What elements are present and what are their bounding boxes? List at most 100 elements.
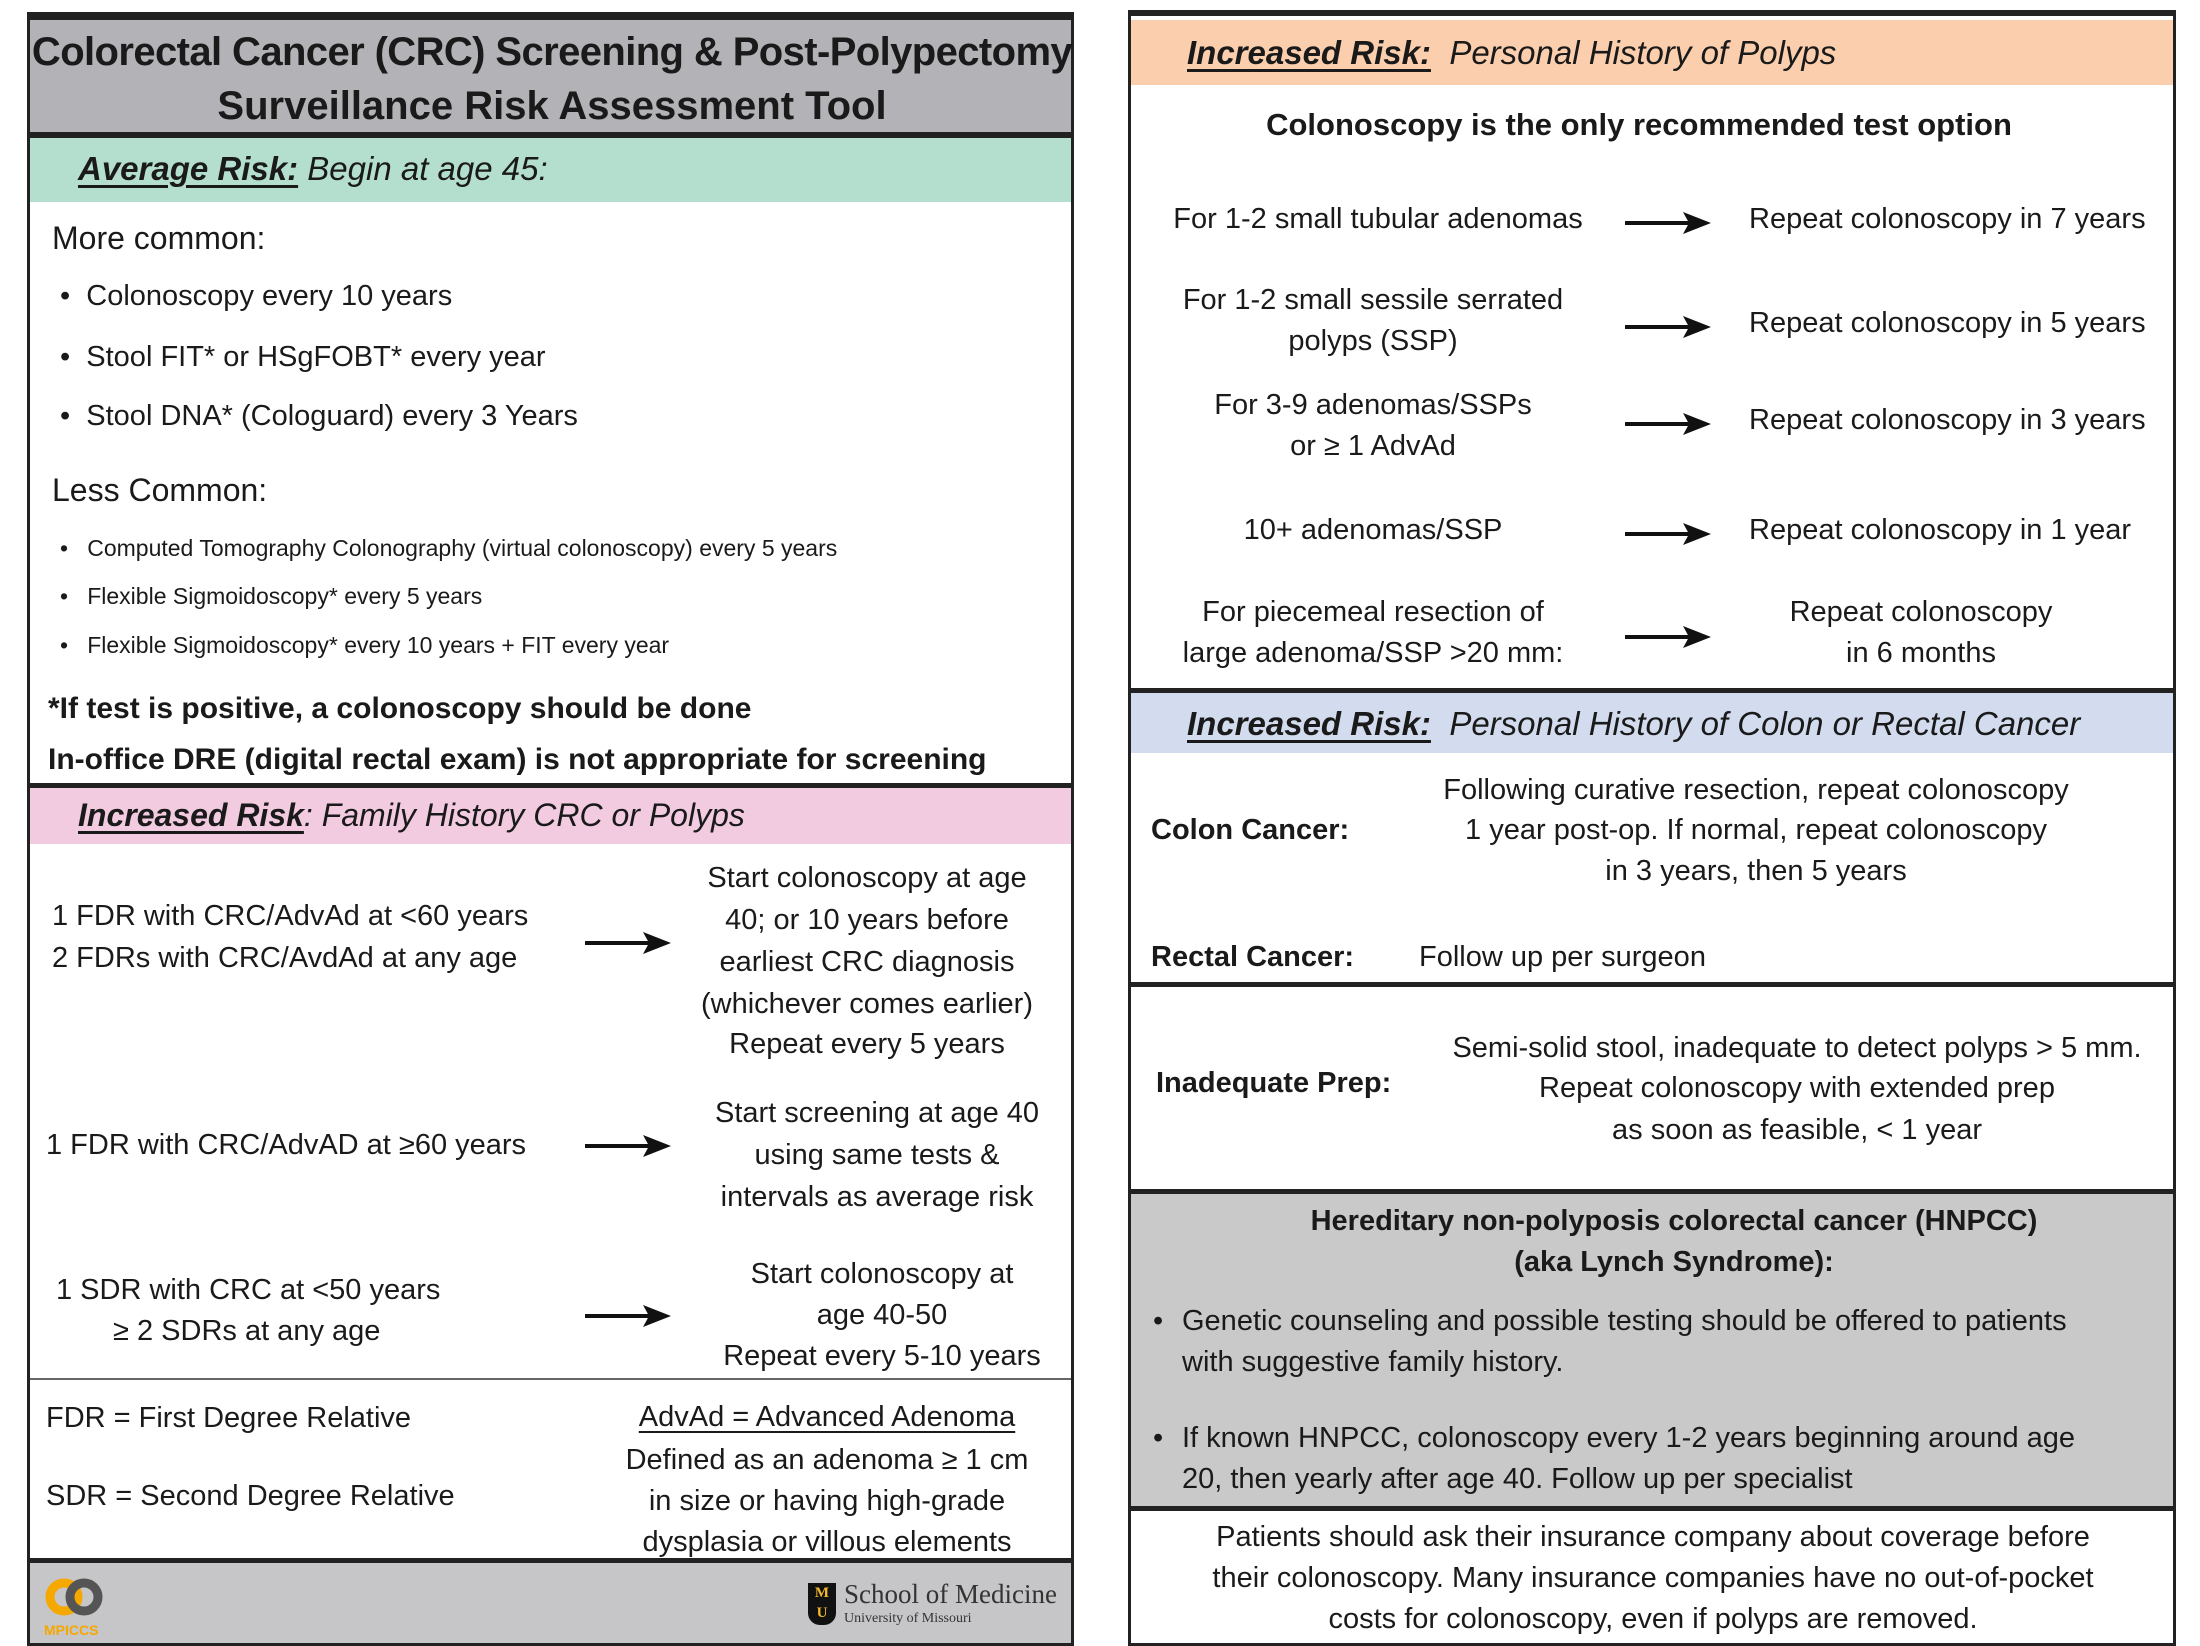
- criteria-text: 2 FDRs with CRC/AvdAd at any age: [52, 942, 518, 974]
- inadequate-prep-text: as soon as feasible, < 1 year: [1612, 1114, 1982, 1146]
- bullet-item: • Colonoscopy every 10 years: [60, 280, 453, 312]
- hnpcc-heading: Hereditary non-polyposis colorectal canc…: [1310, 1205, 2038, 1237]
- finding-text: For 1-2 small sessile serrated: [1182, 284, 1564, 316]
- polyps-label: Increased Risk:: [1187, 34, 1431, 71]
- cancer-band: [1131, 693, 2173, 753]
- finding-text: For piecemeal resection of: [1202, 596, 1544, 628]
- criteria-text: 1 SDR with CRC at <50 years: [56, 1274, 441, 1306]
- average-risk-band: [30, 138, 1071, 202]
- bullet-text: Stool DNA* (Cologuard) every 3 Years: [86, 400, 578, 432]
- colonoscopy-only-heading: Colonoscopy is the only recommended test…: [1266, 107, 2012, 142]
- divider: [1131, 688, 2173, 693]
- average-risk-subtitle: Begin at age 45:: [307, 150, 548, 187]
- colon-cancer-text: Following curative resection, repeat col…: [1443, 774, 2069, 806]
- average-risk-heading: Average Risk: Begin at age 45:: [78, 148, 548, 189]
- average-risk-label: Average Risk:: [78, 150, 299, 187]
- hnpcc-heading: (aka Lynch Syndrome):: [1514, 1246, 1834, 1278]
- arrow-right-icon: [585, 1134, 671, 1158]
- bullet-text: Computed Tomography Colonography (virtua…: [87, 535, 838, 561]
- insurance-note: their colonoscopy. Many insurance compan…: [1212, 1562, 2094, 1594]
- title-band: [30, 20, 1071, 138]
- bullet-item: • Flexible Sigmoidoscopy* every 10 years…: [60, 632, 670, 658]
- bullet-item: • Stool DNA* (Cologuard) every 3 Years: [60, 400, 578, 432]
- arrow-right-icon: [1625, 412, 1711, 436]
- insurance-note: Patients should ask their insurance comp…: [1216, 1521, 2090, 1553]
- university-name: University of Missouri: [844, 1611, 972, 1626]
- criteria-text: ≥ 2 SDRs at any age: [113, 1315, 381, 1347]
- arrow-right-icon: [1625, 522, 1711, 546]
- interval-text: Repeat colonoscopy: [1789, 596, 2053, 628]
- bullet-icon: •: [1153, 1305, 1164, 1337]
- right-panel: Increased Risk: Personal History of Poly…: [1128, 10, 2176, 1646]
- family-risk-heading: Increased Risk: Family History CRC or Po…: [78, 795, 745, 836]
- recommendation-text: age 40-50: [816, 1299, 948, 1331]
- family-risk-subtitle: : Family History CRC or Polyps: [303, 797, 745, 833]
- divider: [1131, 982, 2173, 987]
- arrow-right-icon: [585, 931, 671, 955]
- recommendation-text: (whichever comes earlier): [701, 988, 1033, 1020]
- advad-text: Defined as an adenoma ≥ 1 cm: [625, 1444, 1029, 1476]
- advad-text: in size or having high-grade: [648, 1485, 1006, 1517]
- cancer-heading: Increased Risk: Personal History of Colo…: [1187, 703, 2080, 744]
- divider: [30, 1558, 1071, 1563]
- interval-text: Repeat colonoscopy in 1 year: [1749, 514, 2132, 546]
- polyps-heading: Increased Risk: Personal History of Poly…: [1187, 32, 1836, 73]
- inadequate-prep-text: Semi-solid stool, inadequate to detect p…: [1452, 1032, 2142, 1064]
- inadequate-prep-label: Inadequate Prep:: [1156, 1067, 1392, 1099]
- school-name: School of Medicine: [844, 1579, 1057, 1609]
- bullet-item: • Flexible Sigmoidoscopy* every 5 years: [60, 583, 483, 609]
- advad-title: AdvAd = Advanced Adenoma: [638, 1401, 1016, 1433]
- hnpcc-band: [1131, 1194, 2173, 1506]
- bullet-item: • Computed Tomography Colonography (virt…: [60, 535, 838, 561]
- cancer-subtitle: Personal History of Colon or Rectal Canc…: [1449, 705, 2081, 742]
- recommendation-text: Start colonoscopy at age: [707, 862, 1027, 894]
- colon-cancer-label: Colon Cancer:: [1151, 814, 1350, 846]
- finding-text: For 3-9 adenomas/SSPs: [1214, 389, 1532, 421]
- bullet-item: • Stool FIT* or HSgFOBT* every year: [60, 341, 546, 373]
- recommendation-text: Repeat every 5-10 years: [723, 1340, 1041, 1372]
- finding-text: polyps (SSP): [1288, 325, 1458, 357]
- interval-text: Repeat colonoscopy in 5 years: [1749, 307, 2146, 339]
- interval-text: Repeat colonoscopy in 7 years: [1749, 203, 2146, 235]
- finding-text: large adenoma/SSP >20 mm:: [1182, 637, 1564, 669]
- divider: [1131, 1506, 2173, 1511]
- bullet-text: Flexible Sigmoidoscopy* every 10 years +…: [87, 632, 670, 658]
- positive-test-note: *If test is positive, a colonoscopy shou…: [48, 692, 752, 725]
- divider: [30, 1378, 1071, 1380]
- page-title-line-1: Colorectal Cancer (CRC) Screening & Post…: [31, 30, 1073, 74]
- polyps-band: [1131, 20, 2173, 85]
- rectal-cancer-label: Rectal Cancer:: [1151, 941, 1355, 973]
- inadequate-prep-text: Repeat colonoscopy with extended prep: [1539, 1072, 2055, 1104]
- bullet-text: Flexible Sigmoidoscopy* every 5 years: [87, 583, 483, 609]
- finding-text: or ≥ 1 AdvAd: [1290, 430, 1456, 462]
- interval-text: Repeat colonoscopy in 3 years: [1749, 404, 2146, 436]
- criteria-text: 1 FDR with CRC/AdvAD at ≥60 years: [46, 1129, 527, 1161]
- bullet-text: with suggestive family history.: [1182, 1346, 1564, 1378]
- bullet-text: If known HNPCC, colonoscopy every 1-2 ye…: [1182, 1422, 2076, 1454]
- dre-note: In-office DRE (digital rectal exam) is n…: [48, 743, 987, 776]
- page-title-line-2: Surveillance Risk Assessment Tool: [217, 84, 887, 128]
- arrow-right-icon: [1625, 315, 1711, 339]
- finding-text: For 1-2 small tubular adenomas: [1173, 203, 1583, 235]
- recommendation-text: intervals as average risk: [720, 1181, 1034, 1213]
- more-common-heading: More common:: [52, 220, 266, 256]
- recommendation-text: earliest CRC diagnosis: [719, 946, 1015, 978]
- recommendation-text: Repeat every 5 years: [729, 1028, 1005, 1060]
- bullet-text: Genetic counseling and possible testing …: [1182, 1305, 2067, 1337]
- mpiccs-link-icon: [45, 1578, 103, 1616]
- bullet-text: Colonoscopy every 10 years: [86, 280, 453, 312]
- finding-text: 10+ adenomas/SSP: [1243, 514, 1503, 546]
- polyps-subtitle: Personal History of Polyps: [1449, 34, 1837, 71]
- family-risk-label: Increased Risk: [78, 797, 304, 833]
- bullet-text: 20, then yearly after age 40. Follow up …: [1182, 1463, 1853, 1495]
- colon-cancer-text: in 3 years, then 5 years: [1605, 855, 1907, 887]
- sdr-definition: SDR = Second Degree Relative: [46, 1480, 455, 1512]
- left-panel: Colorectal Cancer (CRC) Screening & Post…: [27, 12, 1074, 1646]
- arrow-right-icon: [1625, 625, 1711, 649]
- fdr-definition: FDR = First Degree Relative: [46, 1402, 412, 1434]
- divider: [1131, 1189, 2173, 1194]
- interval-text: in 6 months: [1846, 637, 1996, 669]
- recommendation-text: Start screening at age 40: [714, 1097, 1040, 1129]
